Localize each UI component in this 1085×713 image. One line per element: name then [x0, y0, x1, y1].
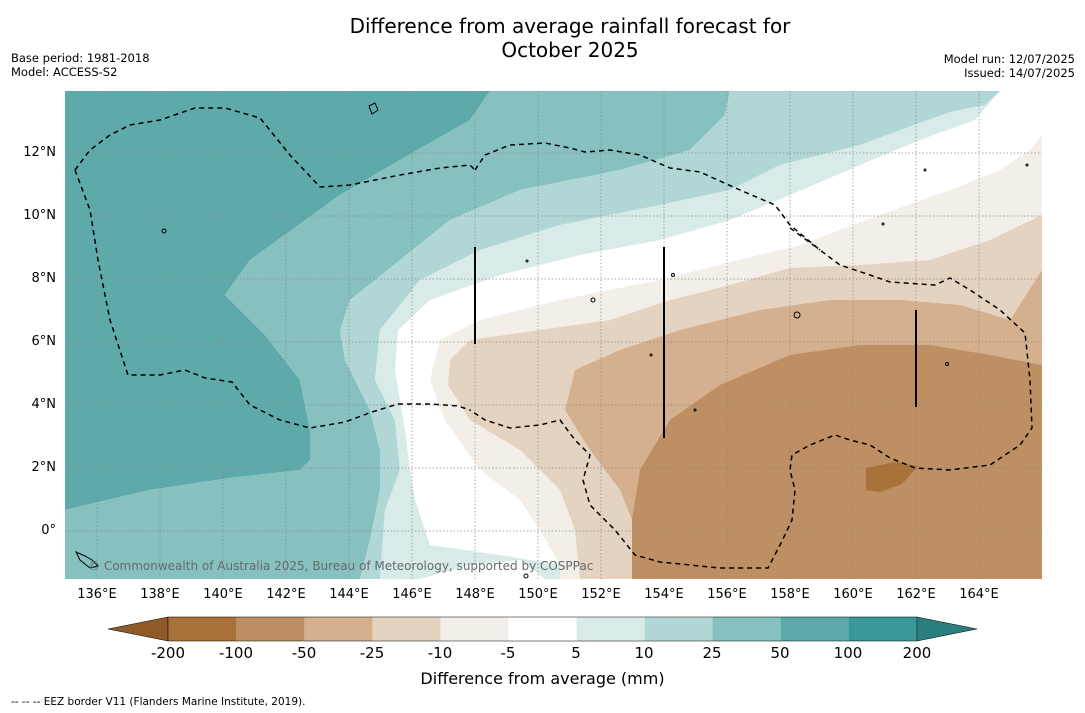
colorbar-over-arrow	[916, 616, 978, 642]
chart-title: Difference from average rainfall forecas…	[0, 14, 1085, 62]
map-field	[65, 91, 1042, 579]
zone-minus-200	[866, 462, 918, 492]
colorbar-tick-10: 50	[770, 644, 790, 662]
boundary-lines	[474, 247, 917, 438]
lon-label-164e: 164°E	[959, 587, 999, 602]
colorbar-cell	[304, 617, 373, 641]
colorbar-tick-11: 100	[833, 644, 863, 662]
title-line-2: October 2025	[501, 38, 639, 62]
lat-label-12n: 12°N	[23, 145, 56, 160]
eez-border-west-loop	[74, 169, 471, 429]
lat-label-0: 0°	[41, 523, 56, 538]
eez-border-marshall	[789, 227, 821, 251]
lon-label-144e: 144°E	[329, 587, 369, 602]
colorbar-tick-1: -200	[150, 644, 186, 662]
model-text: Model: ACCESS-S2	[11, 65, 118, 79]
lon-label-142e: 142°E	[266, 587, 306, 602]
colorbar-cell	[236, 617, 305, 641]
lon-label-140e: 140°E	[203, 587, 243, 602]
lon-label-150e: 150°E	[518, 587, 558, 602]
lat-label-10n: 10°N	[23, 208, 56, 223]
lon-label-148e: 148°E	[455, 587, 495, 602]
lon-label-138e: 138°E	[140, 587, 180, 602]
lon-label-162e: 162°E	[896, 587, 936, 602]
colorbar-tick-6: -5	[500, 644, 516, 662]
base-period-text: Base period: 1981-2018	[11, 51, 150, 65]
zone-plus-50	[65, 91, 730, 579]
zone-plus-25	[340, 91, 1000, 579]
colorbar-tick-8: 10	[634, 644, 654, 662]
colorbar-under-arrow	[107, 616, 169, 642]
lon-label-152e: 152°E	[581, 587, 621, 602]
lon-label-136e: 136°E	[77, 587, 117, 602]
lat-label-6n: 6°N	[31, 334, 57, 349]
colorbar-cell	[440, 617, 509, 641]
title-line-1: Difference from average rainfall forecas…	[349, 14, 791, 38]
model-run-text: Model run: 12/07/2025	[943, 52, 1075, 66]
colorbar-tick-2: -100	[218, 644, 254, 662]
colorbar-cell	[168, 617, 237, 641]
issued-text: Issued: 14/07/2025	[964, 66, 1075, 80]
colorbar-tick-5: -10	[427, 644, 453, 662]
lon-label-146e: 146°E	[392, 587, 432, 602]
colorbar-cell	[780, 617, 850, 641]
colorbar-cell	[848, 617, 918, 641]
colorbar-tick-12: 200	[902, 644, 932, 662]
colorbar-cell	[576, 617, 646, 641]
copyright-text: © Commonwealth of Australia 2025, Bureau…	[88, 559, 594, 573]
colorbar-tick-3: -50	[291, 644, 317, 662]
lat-label-2n: 2°N	[31, 460, 57, 475]
colorbar-label: Difference from average (mm)	[420, 669, 665, 688]
footnote-text: -- -- -- EEZ border V11 (Flanders Marine…	[11, 696, 306, 708]
zone-minus-100	[632, 345, 1042, 579]
colorbar-cell	[712, 617, 782, 641]
colorbar-cell	[644, 617, 714, 641]
eez-border-palau-fsm-west	[74, 107, 476, 188]
islands	[74, 102, 1029, 579]
meta-left: Base period: 1981-2018 Model: ACCESS-S2	[11, 51, 150, 79]
colorbar-tick-7: 5	[571, 644, 581, 662]
lon-label-156e: 156°E	[707, 587, 747, 602]
lon-label-158e: 158°E	[770, 587, 810, 602]
meta-right: Model run: 12/07/2025 Issued: 14/07/2025	[944, 52, 1075, 80]
colorbar-cell	[508, 617, 578, 641]
lon-label-154e: 154°E	[644, 587, 684, 602]
colorbar-cell	[372, 617, 441, 641]
colorbar	[107, 616, 978, 642]
graticule	[65, 91, 1042, 579]
lat-label-4n: 4°N	[31, 397, 57, 412]
colorbar-tick-9: 25	[702, 644, 722, 662]
lon-label-160e: 160°E	[833, 587, 873, 602]
colorbar-tick-4: -25	[359, 644, 385, 662]
lat-label-8n: 8°N	[31, 271, 57, 286]
